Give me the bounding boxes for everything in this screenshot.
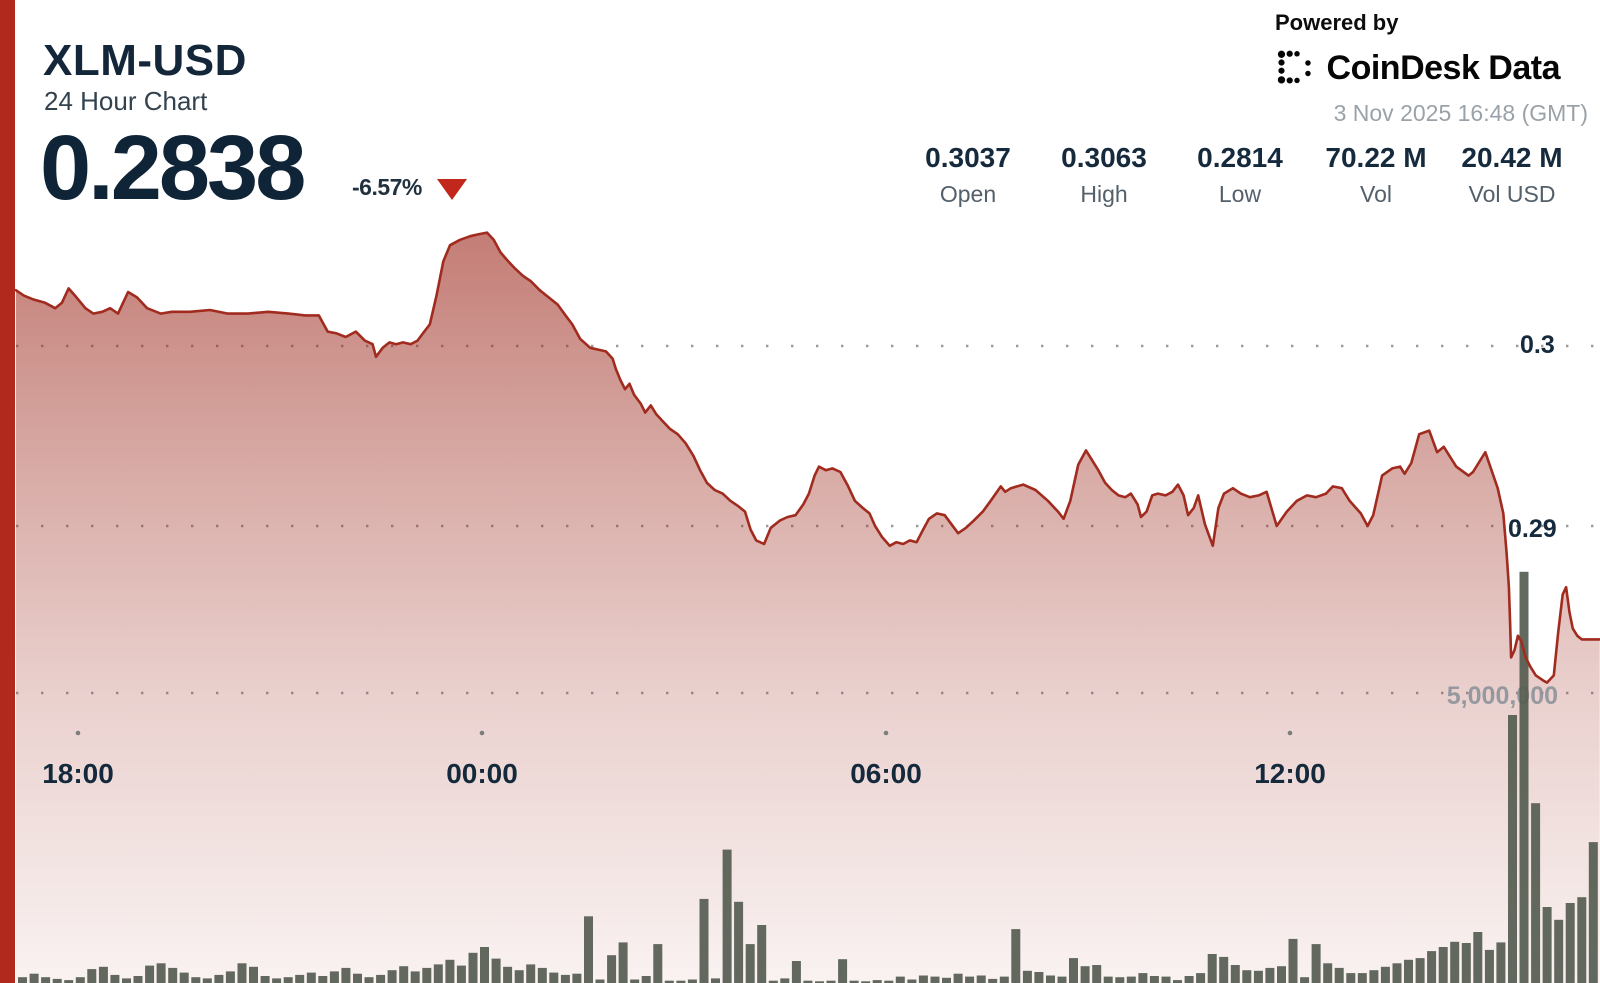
area-layer: [15, 232, 1600, 983]
volume-axis-label: 5,000,000: [1447, 682, 1558, 710]
time-axis-label-1200: 12:00: [1254, 758, 1326, 789]
stat-low: 0.2814 Low: [1172, 142, 1308, 208]
price-change-percent: -6.57%: [352, 174, 422, 200]
time-axis-label-1800: 18:00: [42, 758, 114, 789]
coindesk-brand-name: CoinDesk Data: [1326, 48, 1561, 87]
stat-high-label: High: [1080, 181, 1128, 207]
price-axis-label-0-29: 0.29: [1508, 515, 1557, 543]
symbol-title: XLM-USD: [43, 36, 247, 85]
stat-volume-usd-label: Vol USD: [1468, 181, 1556, 207]
time-axis-label-0600: 06:00: [850, 758, 922, 789]
stat-volume-value: 70.22 M: [1325, 142, 1427, 173]
price-axis-label-0-3: 0.3: [1520, 331, 1555, 359]
time-axis-label-0000: 00:00: [446, 758, 518, 789]
left-accent-bar: [0, 0, 15, 983]
chart-timestamp: 3 Nov 2025 16:48 (GMT): [1333, 100, 1588, 126]
coindesk-brand[interactable]: CoinDesk Data: [1276, 48, 1561, 88]
stat-high-value: 0.3063: [1061, 142, 1147, 173]
stat-low-value: 0.2814: [1197, 142, 1283, 173]
stat-open-value: 0.3037: [925, 142, 1011, 173]
powered-by-label: Powered by: [1275, 10, 1399, 35]
coindesk-logo-icon: [1277, 50, 1311, 84]
stat-volume-label: Vol: [1360, 181, 1392, 207]
stat-open: 0.3037 Open: [900, 142, 1036, 208]
stat-volume: 70.22 M Vol: [1308, 142, 1444, 208]
stat-volume-usd-value: 20.42 M: [1461, 142, 1563, 173]
stat-open-label: Open: [939, 181, 997, 207]
stat-volume-usd: 20.42 M Vol USD: [1444, 142, 1580, 208]
price-line-layer: [14, 231, 1600, 684]
stat-high: 0.3063 High: [1036, 142, 1172, 208]
price-down-triangle-icon: [437, 179, 467, 200]
chart-subtitle: 24 Hour Chart: [44, 86, 208, 116]
current-price: 0.2838: [40, 117, 306, 219]
x-ticks-layer: [75, 730, 1293, 736]
stats-row: 0.3037 Open 0.3063 High 0.2814 Low 70.22…: [900, 142, 1580, 208]
stat-low-label: Low: [1218, 181, 1262, 207]
volume-bars-layer: [18, 571, 1598, 983]
